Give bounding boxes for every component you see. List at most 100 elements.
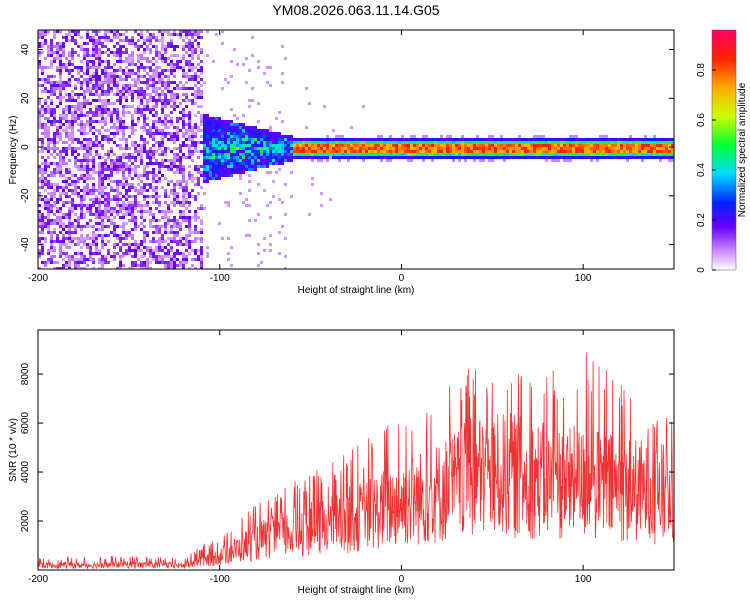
heatmap-cell <box>584 147 587 150</box>
heatmap-cell <box>56 168 59 171</box>
heatmap-cell <box>281 120 284 123</box>
heatmap-cell <box>596 150 599 153</box>
heatmap-cell <box>158 147 161 150</box>
heatmap-cell <box>41 72 44 75</box>
heatmap-cell <box>137 90 140 93</box>
heatmap-cell <box>89 75 92 78</box>
heatmap-cell <box>236 147 239 150</box>
heatmap-cell <box>143 183 146 186</box>
heatmap-cell <box>209 117 212 120</box>
heatmap-cell <box>656 153 659 156</box>
heatmap-cell <box>131 51 134 54</box>
heatmap-cell <box>545 159 548 162</box>
heatmap-cell <box>152 168 155 171</box>
heatmap-cell <box>182 219 185 222</box>
heatmap-cell <box>173 63 176 66</box>
heatmap-cell <box>158 54 161 57</box>
heatmap-cell <box>164 210 167 213</box>
heatmap-cell <box>284 213 287 216</box>
heatmap-cell <box>188 78 191 81</box>
heatmap-cell <box>62 150 65 153</box>
heatmap-cell <box>146 102 149 105</box>
heatmap-cell <box>638 144 641 147</box>
heatmap-cell <box>593 150 596 153</box>
heatmap-cell <box>65 81 68 84</box>
heatmap-cell <box>107 111 110 114</box>
heatmap-cell <box>110 138 113 141</box>
heatmap-cell <box>662 138 665 141</box>
heatmap-cell <box>617 138 620 141</box>
heatmap-cell <box>146 45 149 48</box>
heatmap-cell <box>668 153 671 156</box>
heatmap-cell <box>161 57 164 60</box>
heatmap-cell <box>170 246 173 249</box>
heatmap-cell <box>458 141 461 144</box>
heatmap-cell <box>191 66 194 69</box>
heatmap-cell <box>242 168 245 171</box>
heatmap-cell <box>182 48 185 51</box>
heatmap-cell <box>272 141 275 144</box>
heatmap-cell <box>203 162 206 165</box>
heatmap-cell <box>650 147 653 150</box>
heatmap-cell <box>116 204 119 207</box>
heatmap-cell <box>110 111 113 114</box>
heatmap-cell <box>53 120 56 123</box>
heatmap-cell <box>611 141 614 144</box>
heatmap-cell <box>134 84 137 87</box>
heatmap-cell <box>71 201 74 204</box>
heatmap-cell <box>83 195 86 198</box>
heatmap-cell <box>215 156 218 159</box>
heatmap-cell <box>56 69 59 72</box>
heatmap-cell <box>158 132 161 135</box>
heatmap-cell <box>65 162 68 165</box>
heatmap-cell <box>446 156 449 159</box>
heatmap-cell <box>365 153 368 156</box>
heatmap-cell <box>134 147 137 150</box>
heatmap-cell <box>116 84 119 87</box>
heatmap-cell <box>125 111 128 114</box>
heatmap-cell <box>68 264 71 267</box>
heatmap-cell <box>224 171 227 174</box>
heatmap-cell <box>62 213 65 216</box>
heatmap-cell <box>197 258 200 261</box>
heatmap-cell <box>425 156 428 159</box>
heatmap-cell <box>53 114 56 117</box>
heatmap-cell <box>539 141 542 144</box>
heatmap-cell <box>143 225 146 228</box>
heatmap-cell <box>281 159 284 162</box>
heatmap-cell <box>191 42 194 45</box>
heatmap-cell <box>503 141 506 144</box>
heatmap-cell <box>95 87 98 90</box>
heatmap-cell <box>116 192 119 195</box>
heatmap-cell <box>560 144 563 147</box>
heatmap-cell <box>143 105 146 108</box>
heatmap-cell <box>245 126 248 129</box>
heatmap-cell <box>296 153 299 156</box>
heatmap-cell <box>281 201 284 204</box>
heatmap-cell <box>596 153 599 156</box>
heatmap-cell <box>134 108 137 111</box>
heatmap-cell <box>179 171 182 174</box>
heatmap-cell <box>119 126 122 129</box>
heatmap-cell <box>50 174 53 177</box>
heatmap-cell <box>77 204 80 207</box>
heatmap-cell <box>59 138 62 141</box>
heatmap-cell <box>104 75 107 78</box>
heatmap-cell <box>92 225 95 228</box>
heatmap-cell <box>155 228 158 231</box>
heatmap-cell <box>104 111 107 114</box>
heatmap-cell <box>179 162 182 165</box>
heatmap-cell <box>47 222 50 225</box>
heatmap-cell <box>524 141 527 144</box>
heatmap-cell <box>230 108 233 111</box>
heatmap-cell <box>95 120 98 123</box>
heatmap-cell <box>68 99 71 102</box>
heatmap-cell <box>266 144 269 147</box>
heatmap-cell <box>173 81 176 84</box>
heatmap-cell <box>122 60 125 63</box>
heatmap-cell <box>623 156 626 159</box>
heatmap-cell <box>164 228 167 231</box>
heatmap-cell <box>86 51 89 54</box>
heatmap-cell <box>101 210 104 213</box>
heatmap-cell <box>197 165 200 168</box>
